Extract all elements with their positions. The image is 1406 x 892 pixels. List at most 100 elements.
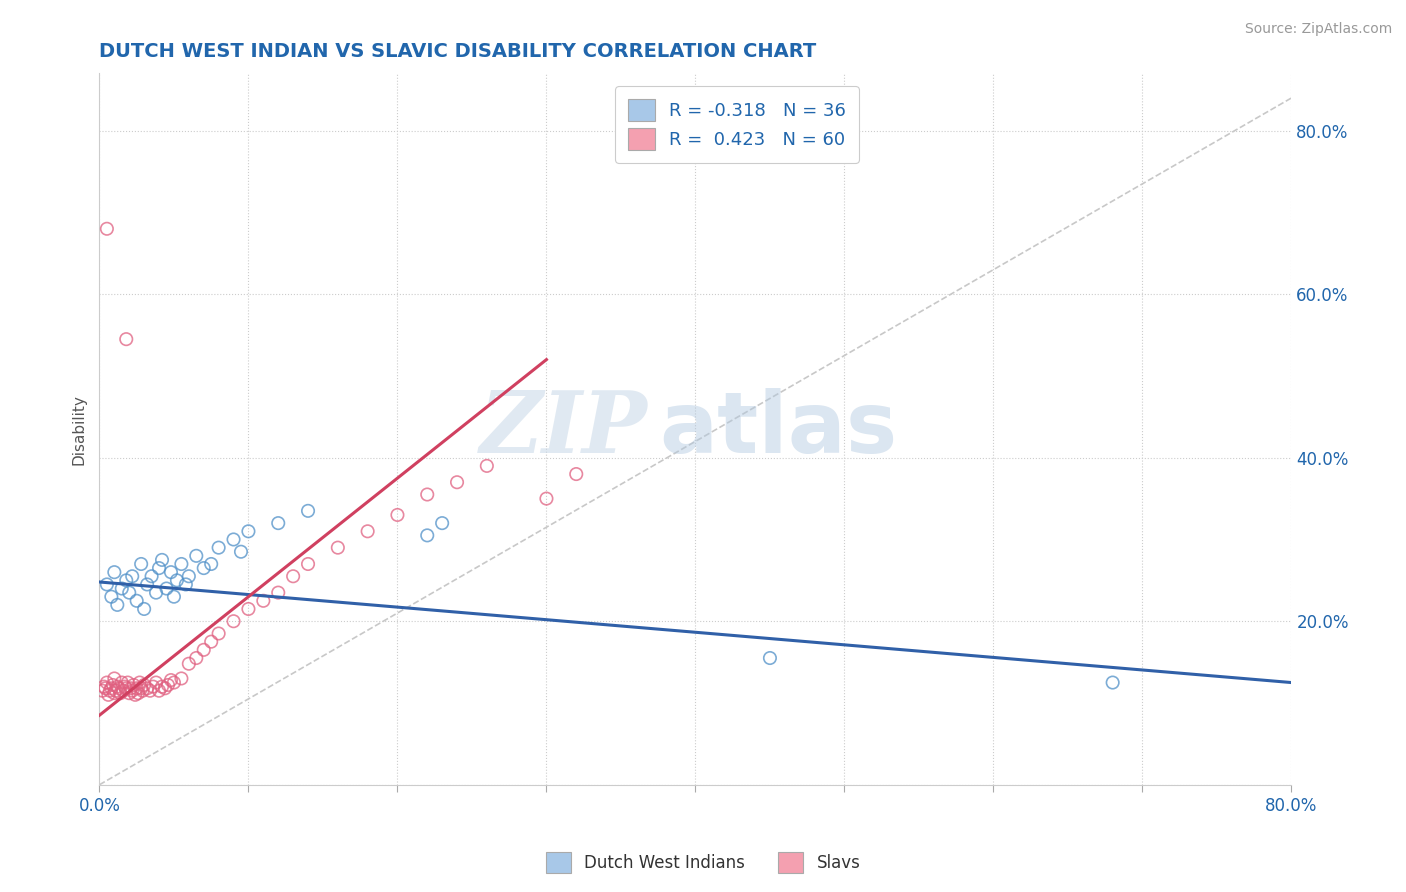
Point [163, 675, 186, 690]
Point [170, 557, 193, 571]
Point [136, 681, 159, 696]
Point [222, 533, 245, 547]
Point [121, 569, 143, 583]
Point [122, 678, 145, 692]
Point [91, 683, 114, 698]
Point [170, 672, 193, 686]
Point [475, 458, 498, 473]
Point [267, 585, 290, 599]
Point [177, 657, 200, 671]
Y-axis label: Disability: Disability [72, 393, 86, 465]
Point [252, 594, 274, 608]
Point [148, 683, 170, 698]
Point [174, 577, 197, 591]
Point [118, 686, 141, 700]
Point [100, 590, 122, 604]
Point [103, 686, 125, 700]
Point [141, 569, 163, 583]
Point [297, 557, 319, 571]
Point [155, 582, 177, 596]
Point [416, 487, 439, 501]
Point [127, 686, 149, 700]
Point [208, 541, 231, 555]
Point [107, 681, 129, 696]
Point [193, 643, 215, 657]
Point [229, 545, 252, 559]
Point [115, 681, 138, 696]
Point [222, 614, 245, 628]
Point [100, 681, 122, 696]
Point [267, 516, 290, 530]
Legend: R = -0.318   N = 36, R =  0.423   N = 60: R = -0.318 N = 36, R = 0.423 N = 60 [616, 86, 859, 162]
Point [387, 508, 409, 522]
Point [150, 680, 173, 694]
Point [104, 683, 127, 698]
Point [96, 221, 118, 235]
Point [186, 651, 208, 665]
Point [153, 681, 176, 696]
Point [105, 598, 128, 612]
Point [281, 569, 304, 583]
Point [208, 626, 231, 640]
Point [115, 574, 138, 588]
Point [1101, 675, 1123, 690]
Point [110, 686, 132, 700]
Point [166, 574, 188, 588]
Point [131, 683, 153, 698]
Point [134, 678, 156, 692]
Point [111, 582, 134, 596]
Point [145, 675, 167, 690]
Point [117, 675, 139, 690]
Point [124, 688, 146, 702]
Point [536, 491, 558, 506]
Point [238, 524, 260, 539]
Point [125, 594, 148, 608]
Point [297, 504, 319, 518]
Point [186, 549, 208, 563]
Point [105, 680, 128, 694]
Point [118, 585, 141, 599]
Point [150, 553, 173, 567]
Point [96, 675, 118, 690]
Point [134, 602, 156, 616]
Point [97, 688, 120, 702]
Point [200, 634, 222, 648]
Point [111, 675, 134, 690]
Point [121, 683, 143, 698]
Text: DUTCH WEST INDIAN VS SLAVIC DISABILITY CORRELATION CHART: DUTCH WEST INDIAN VS SLAVIC DISABILITY C… [100, 42, 817, 61]
Text: ZIP: ZIP [479, 387, 648, 471]
Point [142, 680, 165, 694]
Point [430, 516, 453, 530]
Legend: Dutch West Indians, Slavs: Dutch West Indians, Slavs [538, 846, 868, 880]
Point [177, 569, 200, 583]
Point [160, 673, 183, 687]
Point [129, 681, 152, 696]
Point [163, 590, 186, 604]
Point [326, 541, 349, 555]
Point [136, 577, 159, 591]
Point [193, 561, 215, 575]
Point [120, 681, 142, 696]
Point [112, 683, 135, 698]
Point [103, 565, 125, 579]
Text: Source: ZipAtlas.com: Source: ZipAtlas.com [1244, 22, 1392, 37]
Point [101, 678, 124, 692]
Point [356, 524, 378, 539]
Point [93, 680, 115, 694]
Point [446, 475, 468, 490]
Point [145, 585, 167, 599]
Point [148, 561, 170, 575]
Point [759, 651, 782, 665]
Point [565, 467, 588, 481]
Point [115, 332, 138, 346]
Point [139, 683, 162, 698]
Point [238, 602, 260, 616]
Point [200, 557, 222, 571]
Point [103, 672, 125, 686]
Point [125, 681, 148, 696]
Point [416, 528, 439, 542]
Point [94, 681, 117, 696]
Text: atlas: atlas [659, 388, 898, 471]
Point [128, 675, 150, 690]
Point [96, 577, 118, 591]
